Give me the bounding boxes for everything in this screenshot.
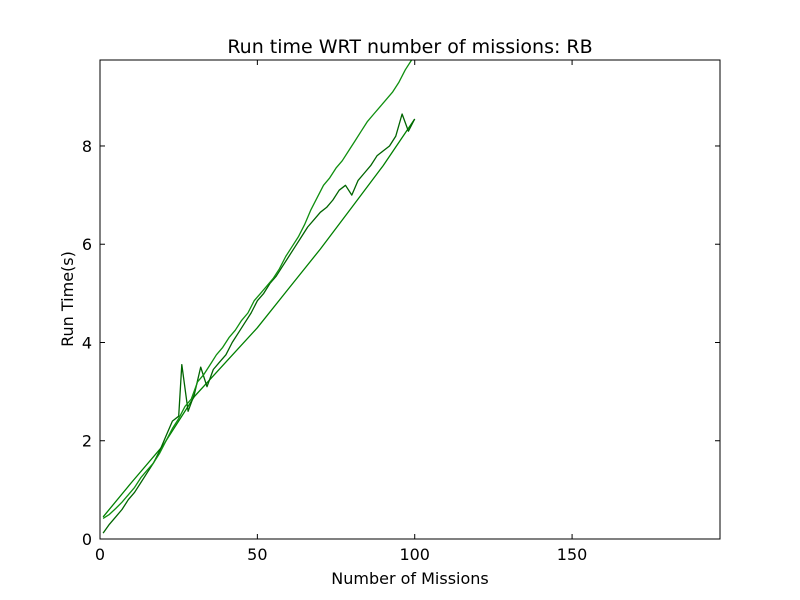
y-tick-label: 4 [82, 333, 92, 352]
x-axis: 0 50 100 150 [95, 60, 587, 564]
y-axis: 0 2 4 6 8 [82, 137, 720, 549]
y-tick-label: 2 [82, 432, 92, 451]
chart-title: Run time WRT number of missions: RB [227, 36, 592, 58]
series-line-1 [102, 118, 416, 518]
y-tick-label: 0 [82, 530, 92, 549]
x-tick-label: 50 [247, 545, 267, 564]
series-line-2 [102, 113, 416, 534]
series-line-3 [102, 59, 413, 519]
plot-lines [102, 59, 416, 534]
y-tick-label: 6 [82, 235, 92, 254]
y-tick-label: 8 [82, 137, 92, 156]
plot-frame [99, 59, 721, 540]
x-tick-label: 0 [95, 545, 105, 564]
y-axis-label: Run Time(s) [58, 251, 77, 347]
x-tick-label: 150 [557, 545, 588, 564]
x-tick-label: 100 [399, 545, 430, 564]
x-axis-label: Number of Missions [331, 569, 489, 588]
